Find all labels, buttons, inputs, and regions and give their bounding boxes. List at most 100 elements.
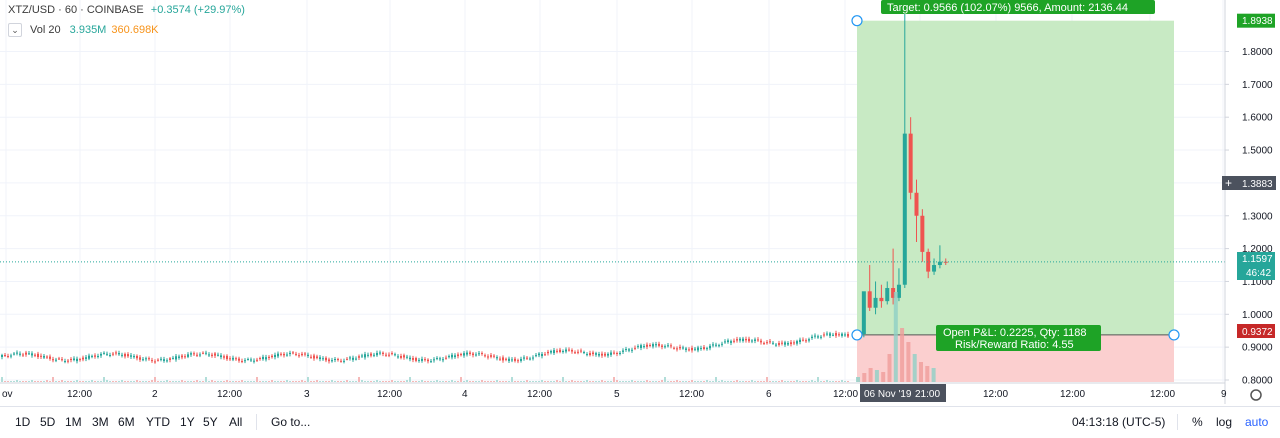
candle-body (451, 354, 453, 358)
candle-body (400, 356, 402, 358)
candle-body (685, 348, 687, 350)
volume-bar (616, 380, 618, 382)
time-tick-label: 12:00 (1060, 389, 1085, 400)
volume-bar (520, 381, 522, 382)
volume-bar (640, 381, 642, 382)
candle-body (109, 354, 111, 356)
candle-body (379, 352, 381, 354)
price-chart[interactable]: Target: 0.9566 (102.07%) 9566, Amount: 2… (0, 0, 1280, 406)
volume-bar (160, 381, 162, 382)
candle-body (175, 356, 177, 360)
log-toggle[interactable]: log (1216, 415, 1233, 429)
volume-bar (691, 380, 693, 382)
volume-bar (514, 381, 516, 382)
volume-bar (823, 381, 825, 382)
range-1d[interactable]: 1D (15, 415, 31, 429)
volume-bar (121, 380, 123, 382)
volume-bar (667, 381, 669, 382)
volume-bar (364, 381, 366, 382)
volume-bar (157, 381, 159, 382)
volume-bar (550, 381, 552, 382)
price-tick-label: 1.0000 (1242, 310, 1273, 321)
volume-bar (610, 381, 612, 382)
candle-body (391, 353, 393, 355)
volume-bar (415, 381, 417, 382)
goto-button[interactable]: Go to... (271, 415, 311, 429)
volume-bar (709, 381, 711, 382)
volume-bar (676, 380, 678, 382)
candle-body (733, 340, 735, 342)
volume-bar (139, 381, 141, 382)
range-ytd[interactable]: YTD (146, 415, 170, 429)
candle-body (322, 358, 324, 360)
volume-bar (322, 381, 324, 382)
candle-body (325, 357, 327, 361)
range-6m[interactable]: 6M (118, 415, 135, 429)
candle-body (454, 355, 456, 358)
volume-bar (562, 377, 564, 382)
bottom-toolbar: 1D 5D 1M 3M 6M YTD 1Y 5Y All Go to... 04… (0, 406, 1280, 438)
candle-body (151, 360, 153, 362)
range-1m[interactable]: 1M (65, 415, 82, 429)
risk-reward-label: Risk/Reward Ratio: 4.55 (955, 339, 1074, 351)
volume-bar (763, 381, 765, 382)
candle-body (343, 360, 345, 362)
price-tick-label: 1.7000 (1242, 80, 1273, 91)
price-tick-label: 1.1000 (1242, 277, 1273, 288)
volume-bar (115, 381, 117, 382)
volume-bar (190, 381, 192, 382)
volume-bar (199, 381, 201, 382)
candle-body (604, 353, 606, 356)
volume-bar (712, 381, 714, 382)
volume-bar (202, 381, 204, 382)
candle-body (364, 354, 366, 358)
volume-bar (124, 381, 126, 382)
candle-body (517, 360, 519, 362)
volume-bar (256, 377, 258, 382)
volume-bar (349, 381, 351, 382)
chevron-down-icon[interactable]: ⌄ (8, 23, 22, 37)
candle-body (751, 340, 753, 342)
candle-body (22, 354, 24, 356)
drag-handle[interactable] (851, 329, 863, 341)
volume-bar (112, 381, 114, 382)
volume-bar (250, 381, 252, 382)
candle-body (873, 297, 878, 308)
candle-body (28, 353, 30, 355)
volume-bar (169, 381, 171, 382)
volume-bar (454, 381, 456, 382)
auto-toggle[interactable]: auto (1245, 415, 1269, 429)
drag-handle[interactable] (851, 15, 863, 27)
drag-handle[interactable] (1168, 329, 1180, 341)
candle-body (442, 359, 444, 361)
percent-toggle[interactable]: % (1192, 415, 1203, 429)
volume-bar (781, 380, 783, 382)
volume-bar (130, 381, 132, 382)
candle-body (4, 355, 6, 357)
candle-body (268, 356, 270, 358)
time-tick-label: 4 (462, 389, 468, 400)
range-3m[interactable]: 3M (92, 415, 109, 429)
volume-bar (31, 380, 33, 382)
volume-bar (820, 381, 822, 382)
candle-body (265, 357, 267, 360)
volume-bar (163, 381, 165, 382)
volume-bar (13, 381, 15, 382)
volume-bar (325, 381, 327, 382)
candle-body (493, 355, 495, 357)
candle-body (547, 351, 549, 354)
candle-body (7, 356, 9, 358)
candle-body (301, 353, 303, 356)
range-5y[interactable]: 5Y (203, 415, 218, 429)
range-5d[interactable]: 5D (40, 415, 56, 429)
candle-body (478, 353, 480, 355)
candle-body (799, 339, 801, 342)
volume-bar (568, 381, 570, 382)
candle-body (319, 357, 321, 360)
gear-icon[interactable] (1250, 389, 1262, 401)
time-tick-label: 6 (766, 389, 772, 400)
range-all[interactable]: All (229, 415, 243, 429)
volume-bar (481, 380, 483, 382)
volume-bar (760, 381, 762, 382)
range-1y[interactable]: 1Y (180, 415, 195, 429)
